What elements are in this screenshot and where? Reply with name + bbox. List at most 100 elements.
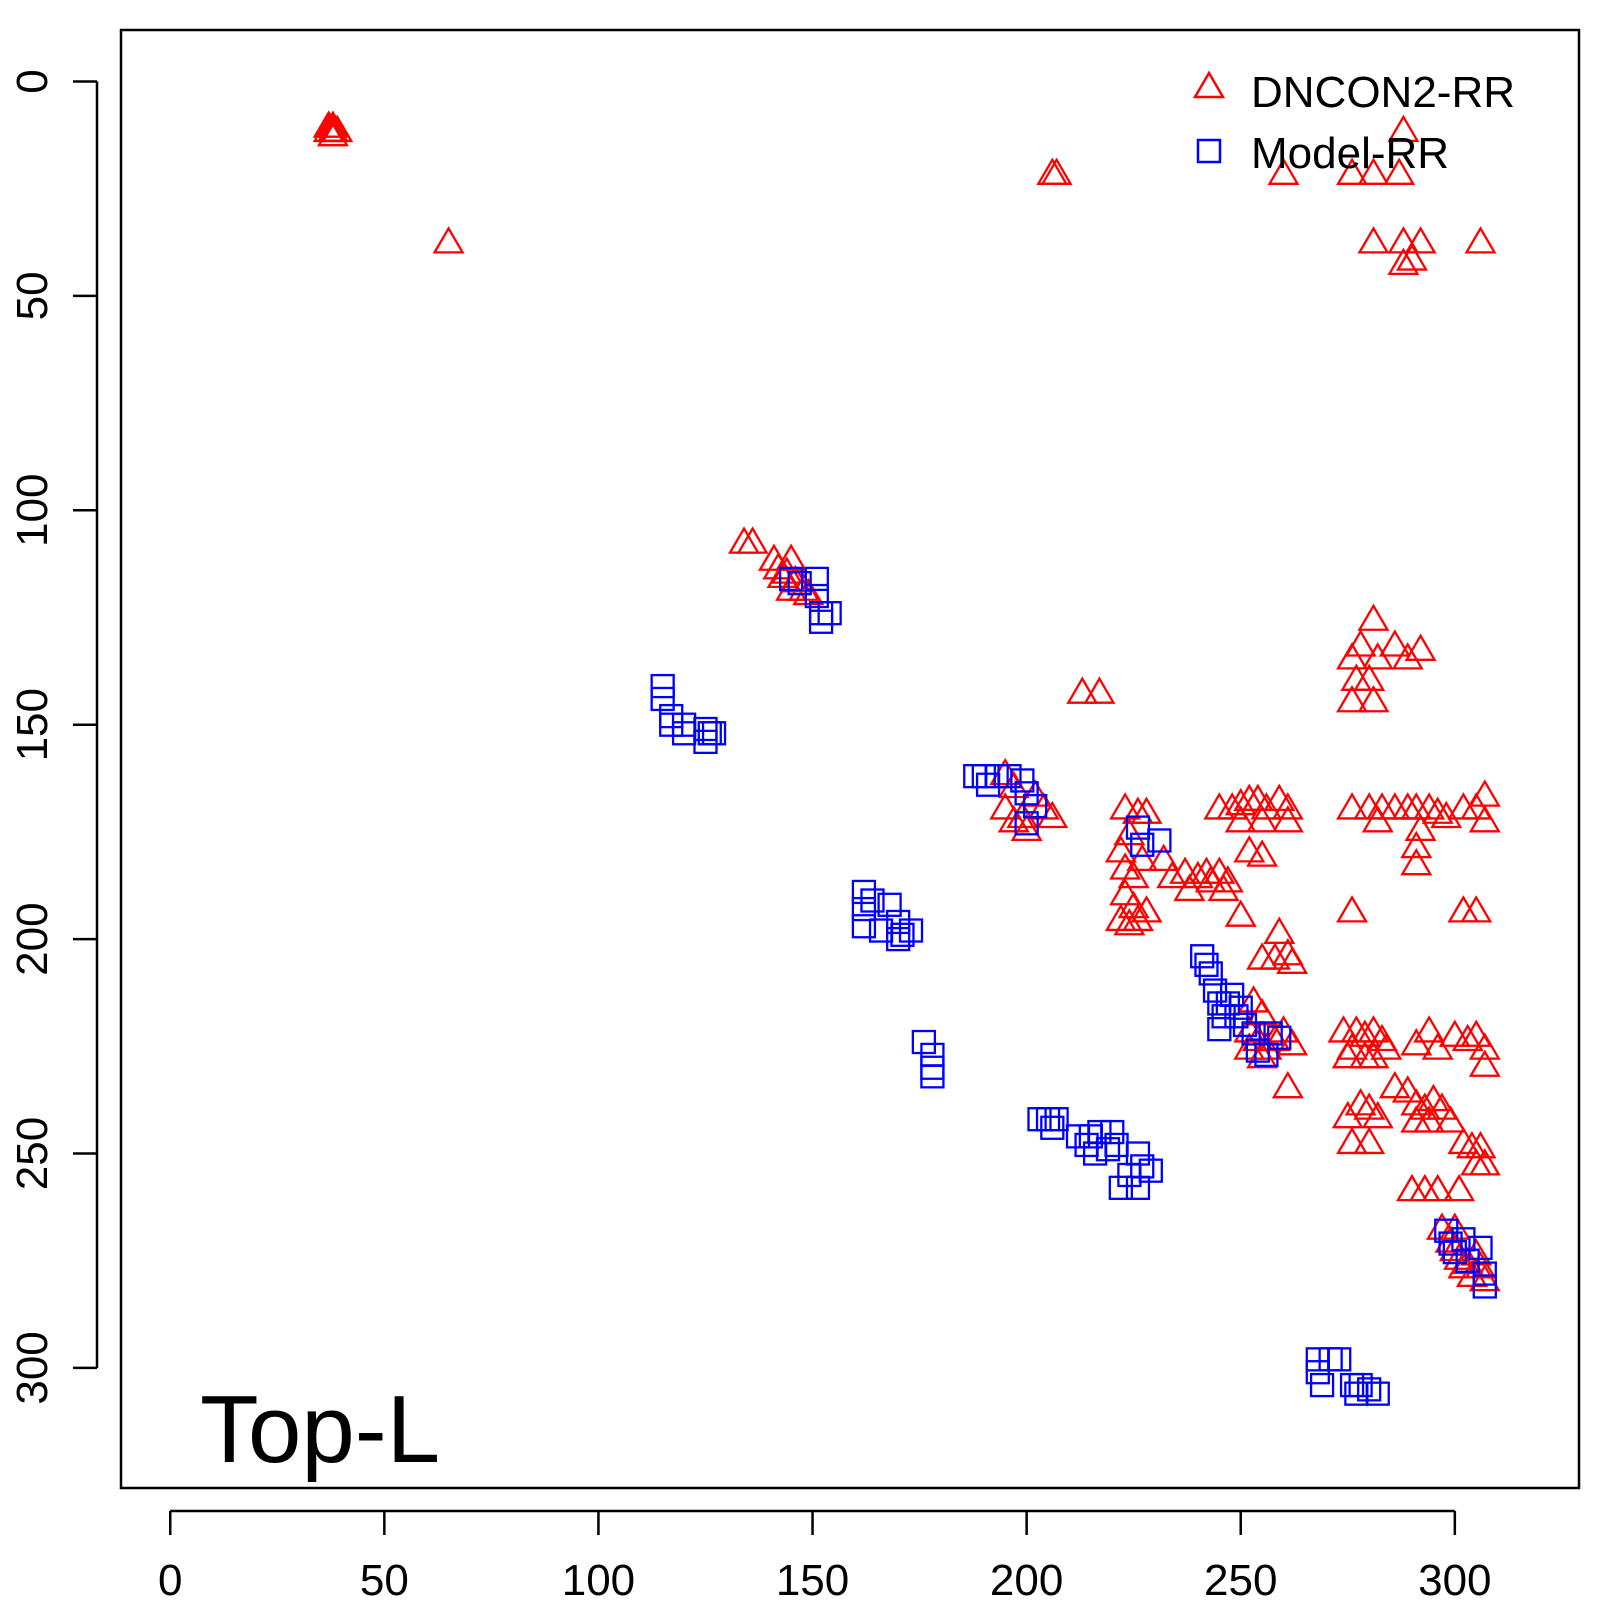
dncon2-point	[1387, 226, 1420, 254]
dncon2-point	[1447, 1126, 1480, 1155]
dncon2-point	[1258, 942, 1291, 970]
dncon2-point	[1387, 114, 1420, 143]
dncon2-point	[1336, 792, 1369, 820]
model-point	[701, 721, 727, 746]
dncon2-point	[1066, 676, 1099, 704]
dncon2-point	[1353, 1126, 1386, 1155]
x-tick-label: 100	[562, 1556, 635, 1600]
dncon2-point	[1400, 830, 1433, 859]
dncon2-point	[1468, 1032, 1501, 1060]
model-point	[1327, 1347, 1352, 1372]
dncon2-point	[316, 118, 349, 147]
model-point	[1309, 1372, 1335, 1398]
dncon2-point	[1117, 860, 1150, 889]
dncon2-point	[1250, 792, 1283, 820]
dncon2-point	[1344, 629, 1377, 657]
dncon2-point	[312, 114, 345, 143]
model-point	[808, 609, 834, 634]
dncon2-point	[1413, 1015, 1446, 1043]
model-point	[1147, 828, 1172, 853]
dncon2-point	[1271, 792, 1304, 820]
model-point	[1100, 1119, 1125, 1145]
dncon2-point	[792, 577, 825, 606]
model-point	[860, 888, 885, 913]
model-point	[1194, 952, 1219, 977]
model-point	[1455, 1248, 1480, 1273]
dncon2-point	[1357, 1040, 1390, 1069]
dncon2-point	[1156, 860, 1189, 889]
dncon2-point	[1246, 839, 1279, 867]
dncon2-point	[1434, 1105, 1467, 1133]
dncon2-point	[1387, 247, 1420, 276]
model-point	[1228, 995, 1253, 1020]
model-point	[851, 879, 877, 905]
x-tick-label: 50	[360, 1556, 409, 1600]
dncon2-point	[1121, 903, 1154, 932]
dncon2-point	[1438, 1212, 1471, 1240]
dncon2-point	[775, 543, 808, 571]
dncon2-point	[1263, 916, 1296, 944]
y-tick-label: 100	[8, 474, 57, 547]
model-point	[1138, 1158, 1163, 1183]
model-point	[1468, 1235, 1493, 1261]
y-tick-label: 0	[8, 69, 57, 93]
x-tick-label: 0	[158, 1556, 182, 1600]
model-point	[1232, 1012, 1258, 1038]
model-point	[693, 729, 718, 754]
dncon2-point	[1357, 684, 1390, 713]
dncon2-point	[1361, 805, 1394, 833]
dncon2-point	[1357, 157, 1390, 185]
dncon2-point	[1451, 1023, 1484, 1052]
model-point	[1202, 978, 1228, 1003]
dncon2-point	[1468, 1049, 1501, 1077]
dncon2-point	[1271, 805, 1304, 833]
model-point	[877, 892, 902, 917]
x-tick-label: 150	[776, 1556, 849, 1600]
dncon2-point	[1109, 877, 1142, 906]
dncon2-point	[989, 792, 1022, 820]
dncon2-point	[1391, 642, 1424, 670]
model-point	[1241, 1021, 1266, 1046]
x-tick-label: 200	[990, 1556, 1063, 1600]
dncon2-point	[1083, 676, 1116, 704]
model-point	[898, 918, 924, 943]
dncon2-point	[1336, 1126, 1369, 1155]
model-point	[1224, 1004, 1249, 1029]
x-tick-label: 250	[1204, 1556, 1277, 1600]
model-point	[1357, 1377, 1382, 1402]
model-point	[1087, 1119, 1112, 1145]
model-point	[851, 896, 877, 922]
model-point	[1040, 1115, 1065, 1140]
dncon2-point	[1344, 1088, 1377, 1116]
model-point	[787, 571, 812, 596]
model-point	[1014, 811, 1039, 836]
dncon2-point	[1383, 157, 1416, 185]
legend: DNCON2-RR Model-RR	[1192, 68, 1515, 178]
model-point	[817, 601, 842, 626]
dncon2-point	[1331, 1040, 1364, 1069]
dncon2-point	[1194, 865, 1227, 893]
x-axis: 0 50 100 150 200 250 300	[158, 1509, 1492, 1600]
model-point	[1258, 1021, 1283, 1046]
y-tick-label: 150	[8, 688, 57, 761]
dncon2-point	[316, 110, 349, 138]
model-point	[804, 566, 829, 592]
dncon2-point	[997, 805, 1030, 833]
legend-label-dncon2: DNCON2-RR	[1251, 68, 1515, 117]
dncon2-point	[1271, 1070, 1304, 1099]
model-point	[1108, 1175, 1133, 1200]
model-point	[1348, 1372, 1373, 1398]
dncon2-point	[1378, 1070, 1411, 1099]
model-point	[1125, 1141, 1151, 1166]
dncon2-point	[1224, 805, 1257, 833]
model-point	[1365, 1381, 1390, 1406]
dncon2-point	[1370, 1032, 1403, 1060]
data-marks	[312, 110, 1501, 1406]
dncon2-point	[1396, 243, 1429, 271]
dncon2-point	[1276, 1028, 1309, 1056]
dncon2-point	[1147, 843, 1180, 872]
y-tick-label: 250	[8, 1117, 57, 1190]
model-point	[1438, 1231, 1463, 1256]
